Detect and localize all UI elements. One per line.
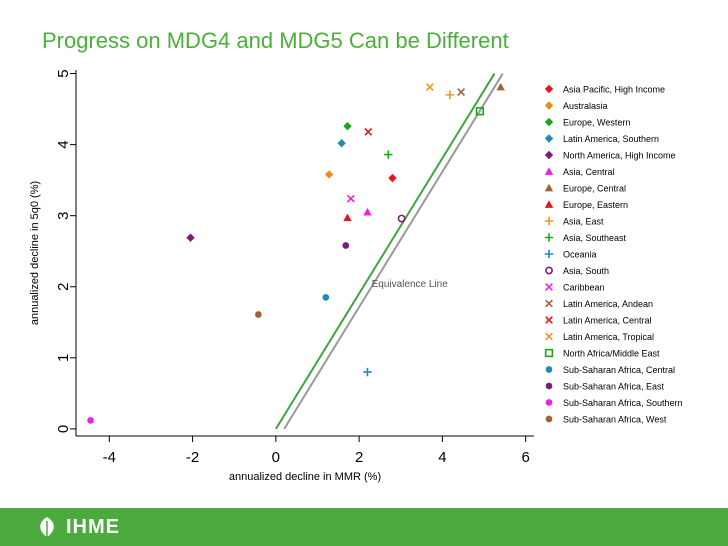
x-tick-label: 6 bbox=[522, 449, 530, 466]
leaf-icon bbox=[40, 517, 54, 537]
data-point bbox=[337, 139, 346, 148]
legend-label: Asia, Southeast bbox=[563, 233, 627, 243]
x-tick-label: 4 bbox=[438, 449, 446, 466]
legend-label: Sub-Saharan Africa, West bbox=[563, 415, 667, 425]
legend-label: Sub-Saharan Africa, Central bbox=[563, 365, 675, 375]
legend-label: Asia, South bbox=[563, 266, 609, 276]
data-point bbox=[388, 173, 397, 183]
legend-marker bbox=[544, 167, 554, 175]
scatter-chart: -4 -2 0 2 4 6 0 1 2 3 4 5 annualized decline in MMR … bbox=[29, 69, 683, 483]
data-point bbox=[363, 207, 372, 216]
data-point bbox=[322, 294, 330, 301]
data-point bbox=[255, 311, 262, 318]
equivalence-line bbox=[283, 73, 504, 430]
data-point bbox=[445, 90, 455, 100]
y-tick-label: 4 bbox=[55, 140, 72, 148]
legend-marker bbox=[544, 84, 554, 94]
legend-label: Latin America, Central bbox=[563, 316, 652, 326]
legend-label: Asia, Central bbox=[563, 167, 615, 177]
data-point bbox=[324, 170, 334, 179]
legend-marker bbox=[545, 415, 553, 423]
legend-label: Caribbean bbox=[563, 283, 605, 293]
legend-marker bbox=[544, 150, 554, 160]
y-tick-label: 2 bbox=[55, 283, 72, 291]
ihme-logo: IHME bbox=[34, 515, 120, 539]
data-point bbox=[363, 367, 372, 377]
legend-label: Europe, Central bbox=[563, 184, 626, 194]
legend-marker bbox=[544, 216, 554, 226]
legend-marker bbox=[544, 101, 554, 110]
legend-marker bbox=[545, 399, 553, 406]
legend-marker bbox=[545, 299, 553, 308]
legend-label: Oceania bbox=[563, 250, 597, 260]
legend-marker bbox=[544, 117, 554, 127]
y-axis-label: annualized decline in 5q0 (%) bbox=[29, 181, 41, 325]
x-tick-label: 2 bbox=[355, 449, 363, 466]
x-axis-label: annualized decline in MMR (%) bbox=[229, 471, 381, 483]
legend-marker bbox=[544, 200, 554, 208]
equivalence-line-annotation: Equivalence Line bbox=[372, 279, 449, 290]
legend-marker bbox=[545, 332, 553, 341]
data-point bbox=[186, 233, 195, 242]
legend-label: North Africa/Middle East bbox=[563, 349, 660, 359]
y-tick-label: 3 bbox=[55, 212, 72, 220]
data-point bbox=[87, 417, 94, 424]
data-point bbox=[425, 83, 434, 91]
y-tick-label: 1 bbox=[55, 354, 72, 362]
legend-label: Asia Pacific, High Income bbox=[563, 85, 665, 95]
data-point bbox=[343, 213, 352, 222]
legend-label: Europe, Eastern bbox=[563, 200, 628, 210]
logo-text: IHME bbox=[66, 515, 120, 538]
legend-label: Latin America, Andean bbox=[563, 299, 653, 309]
data-point bbox=[384, 150, 393, 159]
legend-label: Europe, Western bbox=[563, 118, 630, 128]
legend-marker bbox=[544, 233, 554, 242]
data-point bbox=[343, 121, 352, 131]
legend-marker bbox=[544, 249, 554, 259]
data-point bbox=[364, 127, 373, 136]
data-point bbox=[397, 214, 406, 223]
green-line bbox=[275, 73, 496, 430]
x-tick-label: -4 bbox=[103, 449, 116, 466]
footer-bar: IHME bbox=[0, 508, 728, 546]
legend-marker bbox=[545, 366, 553, 373]
x-tick-label: -2 bbox=[186, 449, 199, 466]
legend-marker bbox=[545, 316, 553, 324]
legend-marker bbox=[544, 348, 554, 358]
legend-label: Australasia bbox=[563, 101, 608, 111]
data-point bbox=[475, 107, 485, 116]
x-tick-label: 0 bbox=[272, 449, 280, 466]
data-point bbox=[342, 242, 350, 249]
data-point bbox=[457, 88, 466, 96]
legend-marker bbox=[545, 283, 553, 291]
legend-marker bbox=[544, 183, 554, 192]
legend-marker bbox=[545, 266, 553, 275]
legend-marker bbox=[544, 134, 554, 143]
legend-label: Sub-Saharan Africa, Southern bbox=[563, 398, 683, 408]
legend-label: Asia, East bbox=[563, 217, 604, 227]
legend-label: Sub-Saharan Africa, East bbox=[563, 382, 665, 392]
legend-label: Latin America, Southern bbox=[563, 134, 659, 144]
y-tick-label: 5 bbox=[55, 69, 72, 77]
chart-title: Progress on MDG4 and MDG5 Can be Differe… bbox=[42, 28, 509, 53]
y-tick-label: 0 bbox=[55, 425, 72, 433]
legend-label: Latin America, Tropical bbox=[563, 332, 654, 342]
legend-marker bbox=[545, 382, 553, 390]
data-point bbox=[346, 194, 355, 203]
legend-label: North America, High Income bbox=[563, 151, 676, 161]
data-point bbox=[496, 82, 505, 91]
